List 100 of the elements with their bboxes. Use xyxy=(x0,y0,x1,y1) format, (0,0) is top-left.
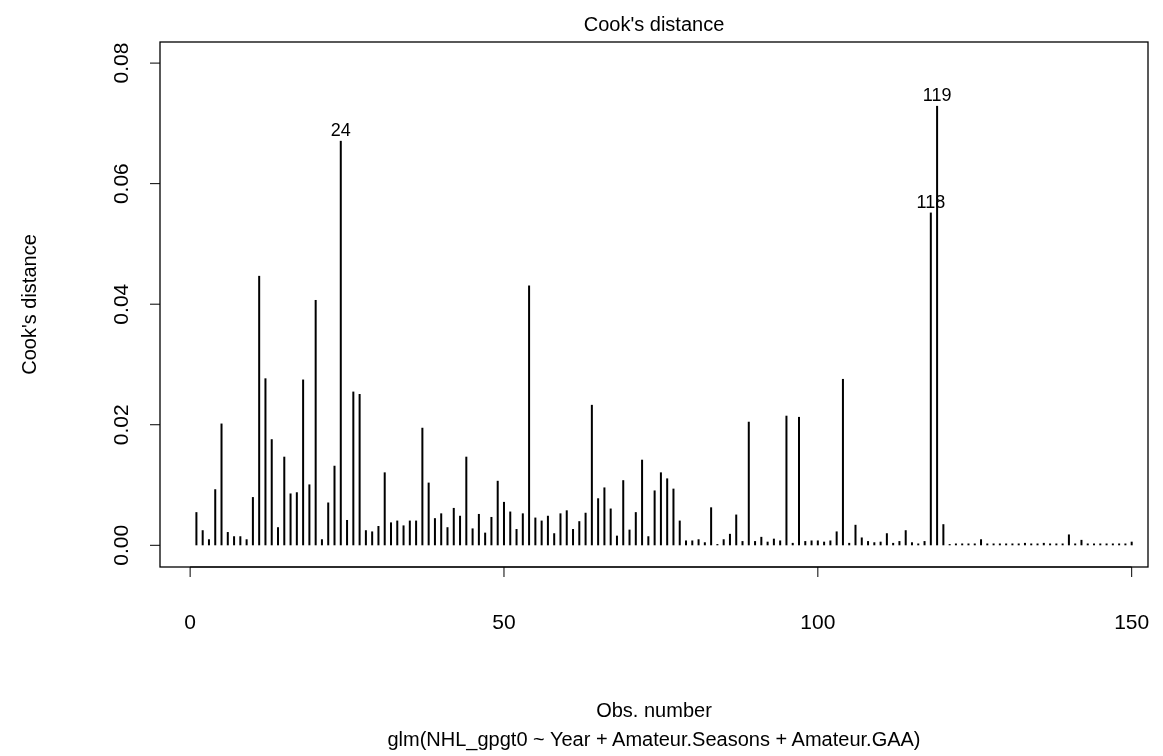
bar xyxy=(653,490,656,546)
bar xyxy=(540,520,543,546)
bar xyxy=(377,526,380,546)
bar xyxy=(873,542,876,546)
bar xyxy=(339,140,342,546)
bar xyxy=(220,423,223,546)
bar xyxy=(496,480,499,546)
y-tick-label: 0.00 xyxy=(109,524,132,566)
x-tick-label: 50 xyxy=(492,610,516,633)
bar xyxy=(389,522,392,546)
bar xyxy=(502,501,505,546)
bar xyxy=(251,497,254,546)
bar xyxy=(446,527,449,546)
bar xyxy=(898,541,901,546)
x-tick-label: 100 xyxy=(800,610,836,633)
bar xyxy=(333,465,336,546)
bar xyxy=(346,519,349,546)
annotation: 119 xyxy=(922,84,952,105)
x-tick-label: 0 xyxy=(184,610,196,633)
bar xyxy=(559,513,562,546)
bar xyxy=(659,472,662,546)
bar xyxy=(308,484,311,546)
bar xyxy=(490,516,493,546)
bar xyxy=(415,520,418,546)
bar xyxy=(214,489,217,546)
bar xyxy=(885,533,888,546)
bar xyxy=(245,539,248,546)
bar xyxy=(772,538,775,546)
bar xyxy=(904,530,907,546)
y-tick-label: 0.02 xyxy=(109,404,132,446)
bar xyxy=(427,482,430,546)
bar xyxy=(195,512,198,546)
bar xyxy=(980,539,983,546)
x-tick-label: 150 xyxy=(1114,610,1150,633)
x-axis-title: Obs. number xyxy=(596,699,713,721)
bar xyxy=(440,513,443,546)
bar xyxy=(584,512,587,546)
bar xyxy=(314,299,317,546)
bar xyxy=(358,394,361,546)
bar xyxy=(546,515,549,546)
bar xyxy=(471,528,474,546)
bar xyxy=(509,511,512,546)
bar xyxy=(433,518,436,546)
bar xyxy=(722,539,725,546)
y-tick-label: 0.08 xyxy=(109,42,132,84)
bar xyxy=(666,478,669,546)
bar xyxy=(634,512,637,546)
bar xyxy=(320,539,323,546)
bar xyxy=(860,537,863,546)
bar xyxy=(578,521,581,546)
bar xyxy=(854,524,857,546)
bar xyxy=(534,517,537,546)
bar xyxy=(603,487,606,546)
bar xyxy=(798,416,800,546)
bar xyxy=(289,493,292,546)
bar xyxy=(829,540,832,546)
bar xyxy=(459,515,462,546)
bar xyxy=(408,520,411,546)
bar xyxy=(465,456,468,546)
bar xyxy=(754,541,757,546)
bar xyxy=(735,514,738,546)
bar xyxy=(678,520,681,546)
bar xyxy=(942,524,945,546)
bar xyxy=(233,536,236,546)
bar xyxy=(553,533,556,546)
bar xyxy=(816,540,819,546)
bar xyxy=(258,275,261,546)
bar xyxy=(201,530,204,546)
bar xyxy=(515,529,518,546)
bar xyxy=(703,542,706,546)
bar xyxy=(402,525,405,546)
annotation: 24 xyxy=(330,119,351,140)
bar xyxy=(452,507,455,546)
bar xyxy=(672,488,675,546)
bar xyxy=(929,212,932,546)
bar xyxy=(302,379,305,546)
bar xyxy=(697,539,700,546)
bar xyxy=(785,415,788,546)
bar xyxy=(239,536,242,546)
bar xyxy=(521,513,524,546)
bar xyxy=(804,541,807,546)
bar xyxy=(484,532,487,546)
bar xyxy=(572,529,575,546)
bar xyxy=(477,513,480,546)
bar xyxy=(741,541,744,546)
bar xyxy=(760,536,763,546)
bar xyxy=(609,508,612,546)
bar xyxy=(628,529,631,546)
bar xyxy=(841,378,844,546)
bar xyxy=(1067,534,1070,546)
bar xyxy=(1080,539,1083,546)
bar xyxy=(352,391,355,546)
bar xyxy=(364,530,367,546)
bar xyxy=(810,540,813,546)
bar xyxy=(396,520,399,546)
bar xyxy=(226,532,229,546)
bar xyxy=(270,439,273,546)
bar xyxy=(327,502,330,546)
bar xyxy=(685,540,688,546)
y-tick-label: 0.04 xyxy=(109,283,132,325)
